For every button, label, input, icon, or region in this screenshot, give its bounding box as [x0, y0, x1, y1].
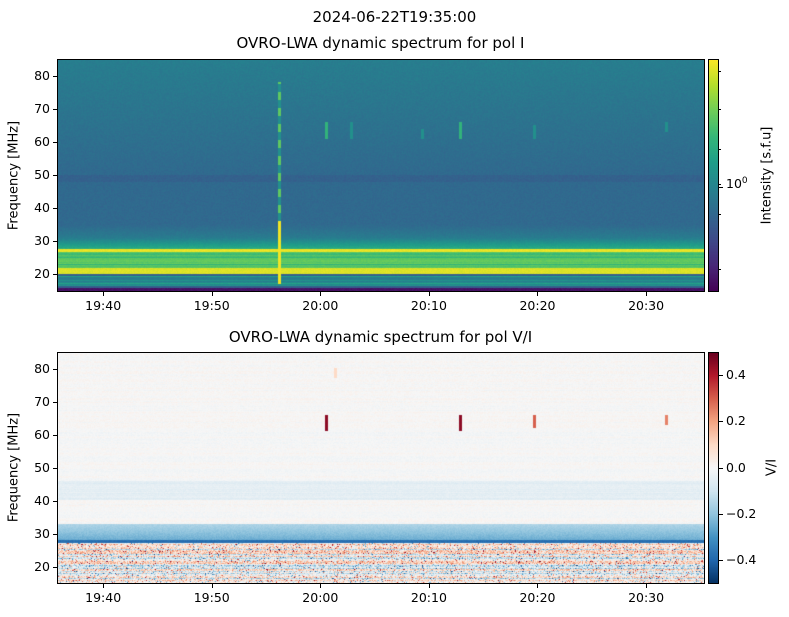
- colorbar-tick-label: 0.2: [726, 413, 746, 429]
- x-tick: [537, 584, 539, 588]
- colorbar-minor-tick: [719, 149, 721, 150]
- heatmap-pol-i: [57, 59, 704, 291]
- colorbar-minor-tick: [719, 109, 721, 110]
- y-tick-label: 30: [34, 233, 50, 249]
- x-tick-label: 20:10: [410, 590, 447, 605]
- y-tick: [53, 368, 57, 370]
- x-tick: [103, 584, 105, 588]
- x-tick: [537, 292, 539, 296]
- x-tick-label: 20:20: [519, 298, 556, 313]
- colorbar-tick-label: 0.0: [726, 459, 746, 475]
- heatmap-pol-vi: [57, 352, 704, 583]
- y-tick: [53, 401, 57, 403]
- y-tick-label: 80: [34, 360, 50, 376]
- colorbar-major-tick: [719, 187, 723, 188]
- x-tick-label: 19:50: [193, 298, 230, 313]
- x-tick: [428, 292, 430, 296]
- y-tick-label: 40: [34, 200, 50, 216]
- colorbar-tick: [719, 375, 723, 377]
- x-tick: [428, 584, 430, 588]
- figure-suptitle: 2024-06-22T19:35:00: [312, 8, 477, 26]
- x-tick-label: 19:40: [85, 590, 122, 605]
- y-tick-label: 30: [34, 525, 50, 541]
- y-tick: [53, 533, 57, 535]
- y-tick-label: 70: [34, 100, 50, 116]
- panel-title-pol-vi: OVRO-LWA dynamic spectrum for pol V/I: [228, 328, 533, 346]
- colorbar-tick: [719, 467, 723, 469]
- y-tick: [53, 434, 57, 436]
- x-tick: [211, 292, 213, 296]
- y-tick: [53, 108, 57, 110]
- y-tick-label: 70: [34, 393, 50, 409]
- panel-title-pol-i: OVRO-LWA dynamic spectrum for pol I: [236, 34, 525, 52]
- x-tick: [103, 292, 105, 296]
- x-tick-label: 20:00: [302, 298, 339, 313]
- y-tick: [53, 467, 57, 469]
- y-tick: [53, 241, 57, 243]
- colorbar-frame-pol-vi: [708, 352, 719, 584]
- x-tick: [211, 584, 213, 588]
- x-tick: [320, 292, 322, 296]
- y-tick: [53, 500, 57, 502]
- y-tick: [53, 175, 57, 176]
- colorbar-tick: [719, 559, 723, 561]
- colorbar-tick-label: −0.2: [726, 505, 757, 521]
- colorbar-pol-vi: [708, 352, 718, 583]
- y-tick-label: 50: [34, 167, 50, 182]
- x-tick-label: 20:00: [302, 590, 339, 605]
- colorbar-minor-tick: [719, 269, 721, 270]
- x-tick-label: 20:30: [628, 298, 665, 313]
- x-tick: [646, 584, 648, 588]
- y-tick: [53, 141, 57, 143]
- y-tick-label: 80: [34, 67, 50, 83]
- y-tick-label: 20: [34, 266, 50, 282]
- x-tick-label: 20:10: [410, 298, 447, 313]
- axes-pol-vi: [57, 352, 705, 584]
- y-tick: [53, 274, 57, 276]
- x-tick-label: 20:30: [628, 590, 665, 605]
- colorbar-minor-tick: [719, 214, 721, 215]
- colorbar-tick-label-pol-i: 100: [726, 176, 748, 192]
- y-tick-label: 20: [34, 558, 50, 574]
- axes-pol-i: [57, 59, 705, 292]
- colorbar-minor-tick: [719, 184, 721, 185]
- colorbar-tick-label: −0.4: [726, 551, 757, 567]
- x-tick: [646, 292, 648, 296]
- colorbar-frame-pol-i: [708, 59, 719, 292]
- colorbar-label-pol-vi: V/I: [764, 458, 780, 477]
- y-tick-label: 60: [34, 133, 50, 149]
- colorbar-tick-label: 0.4: [726, 367, 746, 383]
- x-tick-label: 19:40: [85, 298, 122, 313]
- y-tick: [53, 75, 57, 77]
- x-tick-label: 19:50: [193, 590, 230, 605]
- colorbar-tick: [719, 421, 723, 423]
- x-tick: [320, 584, 322, 588]
- colorbar-pol-i: [708, 59, 718, 291]
- y-tick-label: 60: [34, 426, 50, 442]
- colorbar-label-pol-i: Intensity [s.f.u]: [759, 126, 775, 225]
- y-tick-label: 50: [34, 459, 50, 475]
- colorbar-minor-tick: [719, 71, 721, 72]
- y-tick: [53, 208, 57, 210]
- colorbar-tick: [719, 513, 723, 515]
- y-tick: [53, 566, 57, 568]
- y-tick-label: 40: [34, 492, 50, 508]
- x-tick-label: 20:20: [519, 590, 556, 605]
